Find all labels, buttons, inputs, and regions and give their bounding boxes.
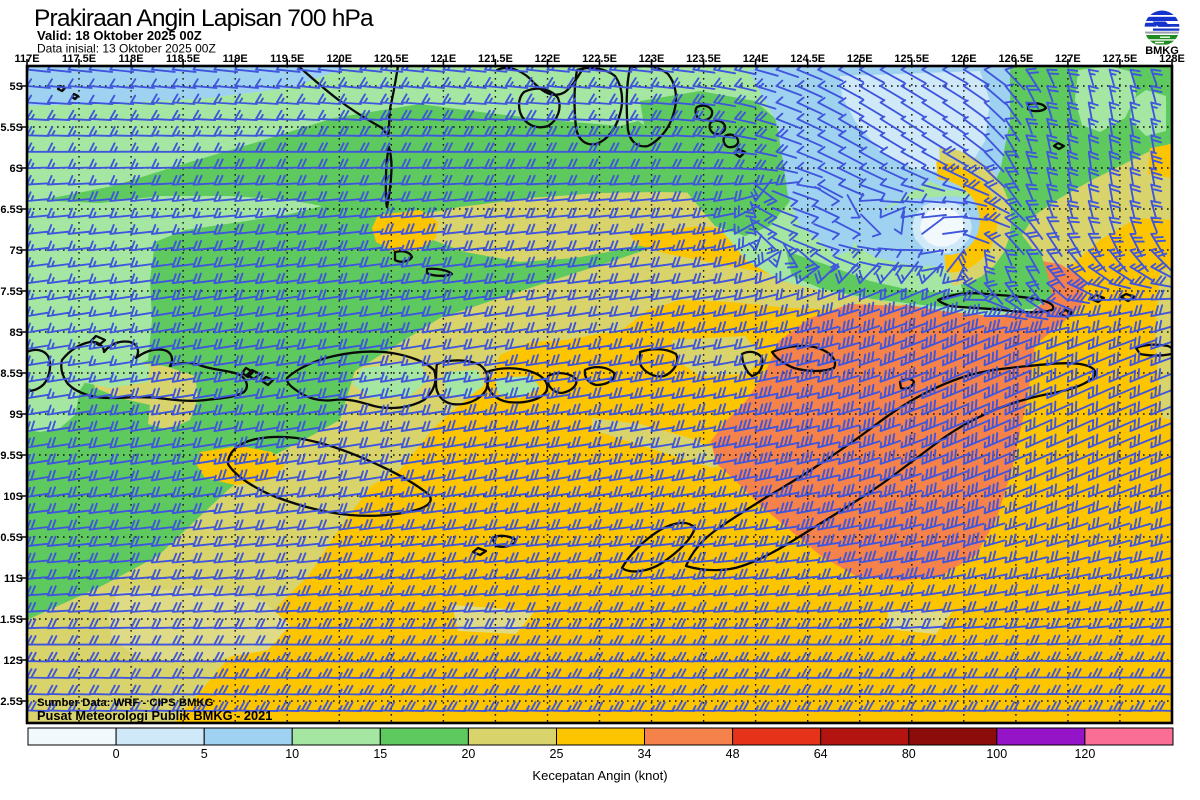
svg-text:7.5S: 7.5S bbox=[0, 286, 23, 298]
svg-text:15: 15 bbox=[373, 747, 387, 761]
svg-text:34: 34 bbox=[638, 747, 652, 761]
svg-text:10.5S: 10.5S bbox=[0, 532, 23, 544]
svg-text:BMKG: BMKG bbox=[1145, 45, 1179, 57]
svg-text:127.5E: 127.5E bbox=[1102, 53, 1137, 65]
svg-text:6S: 6S bbox=[10, 163, 23, 175]
svg-text:119.5E: 119.5E bbox=[270, 53, 304, 65]
svg-text:100: 100 bbox=[986, 747, 1007, 761]
svg-text:119E: 119E bbox=[223, 53, 248, 65]
svg-text:123E: 123E bbox=[639, 53, 665, 65]
svg-text:124.5E: 124.5E bbox=[790, 53, 825, 65]
svg-text:48: 48 bbox=[726, 747, 740, 761]
svg-text:120.5E: 120.5E bbox=[374, 53, 409, 65]
svg-text:Prakiraan Angin Lapisan 700 hP: Prakiraan Angin Lapisan 700 hPa bbox=[34, 5, 374, 32]
svg-text:11S: 11S bbox=[4, 573, 23, 585]
svg-text:122E: 122E bbox=[535, 53, 561, 65]
svg-text:10S: 10S bbox=[3, 491, 23, 503]
svg-text:12S: 12S bbox=[3, 655, 23, 667]
svg-text:124E: 124E bbox=[743, 53, 769, 65]
svg-text:Kecepatan Angin (knot): Kecepatan Angin (knot) bbox=[532, 768, 667, 783]
svg-text:6.5S: 6.5S bbox=[0, 204, 23, 216]
svg-text:8.5S: 8.5S bbox=[0, 368, 23, 380]
svg-text:120: 120 bbox=[1074, 747, 1095, 761]
svg-text:Data inisial: 13 Oktober 2025: Data inisial: 13 Oktober 2025 00Z bbox=[37, 42, 216, 56]
svg-text:7S: 7S bbox=[10, 245, 23, 257]
svg-text:117.5E: 117.5E bbox=[62, 53, 96, 65]
svg-text:5.5S: 5.5S bbox=[0, 122, 23, 134]
svg-text:126E: 126E bbox=[951, 53, 977, 65]
svg-text:Valid: 18 Oktober 2025 00Z: Valid: 18 Oktober 2025 00Z bbox=[37, 28, 202, 43]
svg-text:120E: 120E bbox=[326, 53, 352, 65]
svg-text:118.5E: 118.5E bbox=[166, 53, 200, 65]
svg-text:126.5E: 126.5E bbox=[998, 53, 1033, 65]
svg-text:128E: 128E bbox=[1159, 53, 1185, 65]
svg-text:11.5S: 11.5S bbox=[0, 614, 23, 626]
svg-text:5: 5 bbox=[201, 747, 208, 761]
svg-text:64: 64 bbox=[814, 747, 828, 761]
svg-text:122.5E: 122.5E bbox=[582, 53, 617, 65]
svg-text:118E: 118E bbox=[119, 53, 144, 65]
svg-text:20: 20 bbox=[461, 747, 475, 761]
svg-text:121.5E: 121.5E bbox=[478, 53, 513, 65]
svg-text:117E: 117E bbox=[14, 53, 39, 65]
svg-text:Sumber Data: WRF - CIPS BMKG: Sumber Data: WRF - CIPS BMKG bbox=[37, 697, 214, 709]
svg-text:10: 10 bbox=[285, 747, 299, 761]
svg-text:127E: 127E bbox=[1055, 53, 1081, 65]
svg-text:0: 0 bbox=[113, 747, 120, 761]
svg-text:9S: 9S bbox=[10, 409, 23, 421]
svg-text:123.5E: 123.5E bbox=[686, 53, 721, 65]
svg-text:25: 25 bbox=[550, 747, 564, 761]
svg-text:121E: 121E bbox=[431, 53, 457, 65]
svg-text:9.5S: 9.5S bbox=[0, 450, 23, 462]
svg-text:8S: 8S bbox=[10, 327, 23, 339]
svg-text:Pusat Meteorologi Publik BMKG: Pusat Meteorologi Publik BMKG - 2021 bbox=[37, 708, 272, 723]
svg-text:12.5S: 12.5S bbox=[0, 696, 23, 708]
svg-text:5S: 5S bbox=[10, 81, 23, 93]
svg-text:80: 80 bbox=[902, 747, 916, 761]
svg-text:125.5E: 125.5E bbox=[894, 53, 929, 65]
svg-text:125E: 125E bbox=[847, 53, 873, 65]
